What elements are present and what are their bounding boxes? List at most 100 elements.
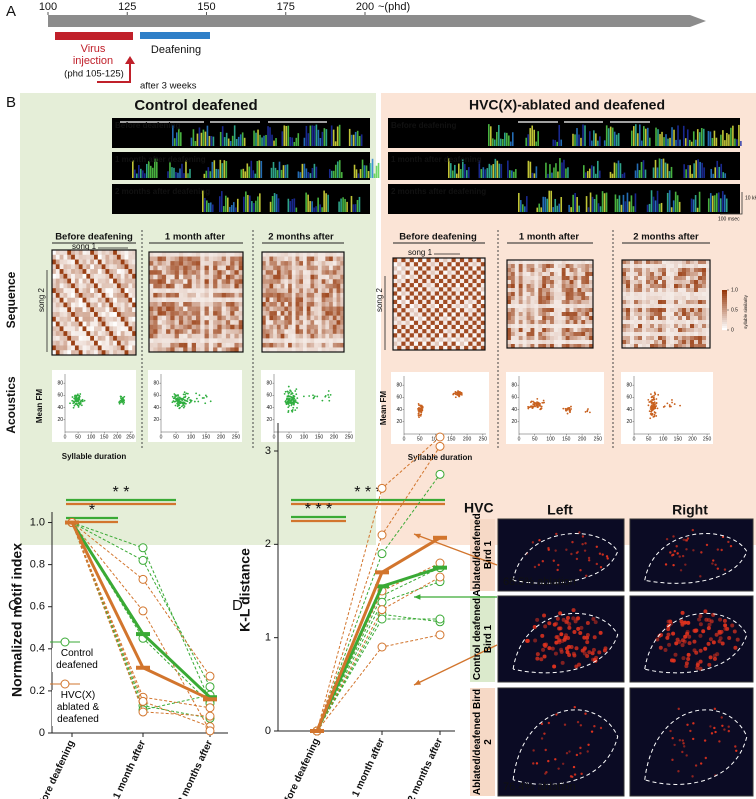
matrix-texture bbox=[67, 312, 72, 318]
matrix-texture bbox=[694, 336, 699, 341]
matrix-texture bbox=[626, 280, 631, 285]
matrix-texture bbox=[317, 252, 322, 257]
matrix-texture bbox=[217, 338, 222, 344]
matrix-texture bbox=[310, 315, 315, 321]
matrix-texture bbox=[299, 342, 304, 348]
matrix-texture bbox=[581, 332, 586, 337]
matrix-texture bbox=[340, 342, 345, 348]
matrix-texture bbox=[658, 272, 663, 277]
matrix-texture bbox=[306, 306, 311, 312]
matrix-texture bbox=[670, 272, 675, 277]
matrix-texture bbox=[542, 280, 547, 285]
scatter-texture bbox=[186, 392, 189, 395]
matrix-texture bbox=[174, 297, 180, 303]
y-tick-label: 1.0 bbox=[30, 516, 45, 528]
matrix-texture bbox=[217, 292, 222, 298]
spectrogram-texture bbox=[367, 171, 370, 178]
matrix-texture bbox=[291, 297, 296, 303]
matrix-texture bbox=[514, 312, 519, 317]
histology-texture bbox=[593, 620, 598, 625]
matrix-texture bbox=[153, 306, 158, 312]
matrix-texture bbox=[682, 300, 687, 305]
spectrogram-texture bbox=[713, 195, 716, 212]
individual-point bbox=[377, 597, 387, 607]
matrix-texture bbox=[678, 340, 683, 345]
matrix-texture bbox=[170, 292, 175, 298]
matrix-texture bbox=[622, 288, 627, 293]
matrix-texture bbox=[418, 308, 423, 313]
matrix-texture bbox=[662, 260, 667, 265]
matrix-texture bbox=[650, 340, 655, 345]
matrix-texture bbox=[459, 266, 465, 271]
matrix-texture bbox=[329, 256, 334, 262]
matrix-texture bbox=[522, 312, 527, 317]
matrix-texture bbox=[646, 300, 651, 305]
scatter-texture bbox=[71, 396, 74, 398]
spectrogram-texture bbox=[315, 206, 317, 212]
matrix-texture bbox=[234, 320, 239, 325]
matrix-texture bbox=[622, 304, 627, 309]
individual-point bbox=[205, 726, 215, 736]
matrix-texture bbox=[78, 297, 83, 303]
matrix-texture bbox=[262, 315, 266, 321]
matrix-texture bbox=[161, 288, 167, 294]
matrix-texture bbox=[306, 297, 311, 303]
matrix-texture bbox=[161, 292, 167, 298]
matrix-texture bbox=[157, 333, 163, 339]
matrix-texture bbox=[650, 336, 655, 341]
matrix-texture bbox=[530, 268, 535, 273]
matrix-texture bbox=[204, 279, 210, 285]
matrix-texture bbox=[622, 344, 627, 349]
histology-texture bbox=[532, 749, 535, 752]
matrix-texture bbox=[291, 329, 296, 335]
spectrogram-texture bbox=[240, 169, 243, 178]
matrix-texture bbox=[191, 306, 197, 312]
matrix-texture bbox=[401, 324, 406, 330]
matrix-texture bbox=[71, 335, 76, 341]
matrix-texture bbox=[317, 279, 322, 285]
matrix-texture bbox=[321, 338, 326, 344]
matrix-texture bbox=[434, 278, 440, 284]
matrix-texture bbox=[269, 329, 274, 335]
matrix-texture bbox=[262, 270, 266, 275]
matrix-texture bbox=[113, 302, 118, 308]
matrix-texture bbox=[332, 256, 337, 262]
spectrogram-texture bbox=[232, 202, 235, 212]
matrix-texture bbox=[105, 350, 110, 356]
spectrogram-texture bbox=[700, 128, 703, 146]
matrix-texture bbox=[280, 288, 285, 294]
matrix-texture bbox=[238, 297, 244, 303]
matrix-texture bbox=[153, 297, 158, 303]
matrix-texture bbox=[109, 297, 114, 303]
matrix-texture bbox=[86, 340, 91, 346]
spectrogram-texture bbox=[223, 160, 226, 178]
spectrogram-texture bbox=[203, 173, 206, 178]
matrix-texture bbox=[480, 270, 486, 275]
matrix-texture bbox=[565, 272, 570, 277]
colorbar-texture bbox=[722, 328, 727, 331]
matrix-texture bbox=[280, 283, 285, 289]
matrix-texture bbox=[105, 331, 110, 337]
matrix-texture bbox=[153, 261, 158, 266]
spectrogram-texture bbox=[171, 167, 173, 178]
matrix-texture bbox=[622, 280, 627, 285]
matrix-texture bbox=[225, 347, 231, 353]
matrix-texture bbox=[94, 269, 99, 275]
matrix-texture bbox=[557, 320, 562, 325]
matrix-texture bbox=[534, 340, 539, 345]
matrix-texture bbox=[230, 297, 235, 303]
matrix-texture bbox=[553, 316, 559, 321]
spectrogram-texture bbox=[325, 129, 328, 146]
matrix-texture bbox=[234, 329, 239, 335]
matrix-texture bbox=[518, 260, 523, 265]
matrix-texture bbox=[698, 296, 703, 301]
matrix-texture bbox=[422, 262, 427, 267]
spectrogram-texture bbox=[138, 165, 140, 178]
matrix-texture bbox=[109, 345, 114, 351]
histology-texture bbox=[677, 639, 682, 644]
spectrogram-texture bbox=[328, 169, 331, 178]
matrix-texture bbox=[325, 306, 330, 312]
matrix-texture bbox=[662, 312, 667, 317]
matrix-texture bbox=[221, 297, 227, 303]
scatter-texture bbox=[673, 403, 676, 405]
